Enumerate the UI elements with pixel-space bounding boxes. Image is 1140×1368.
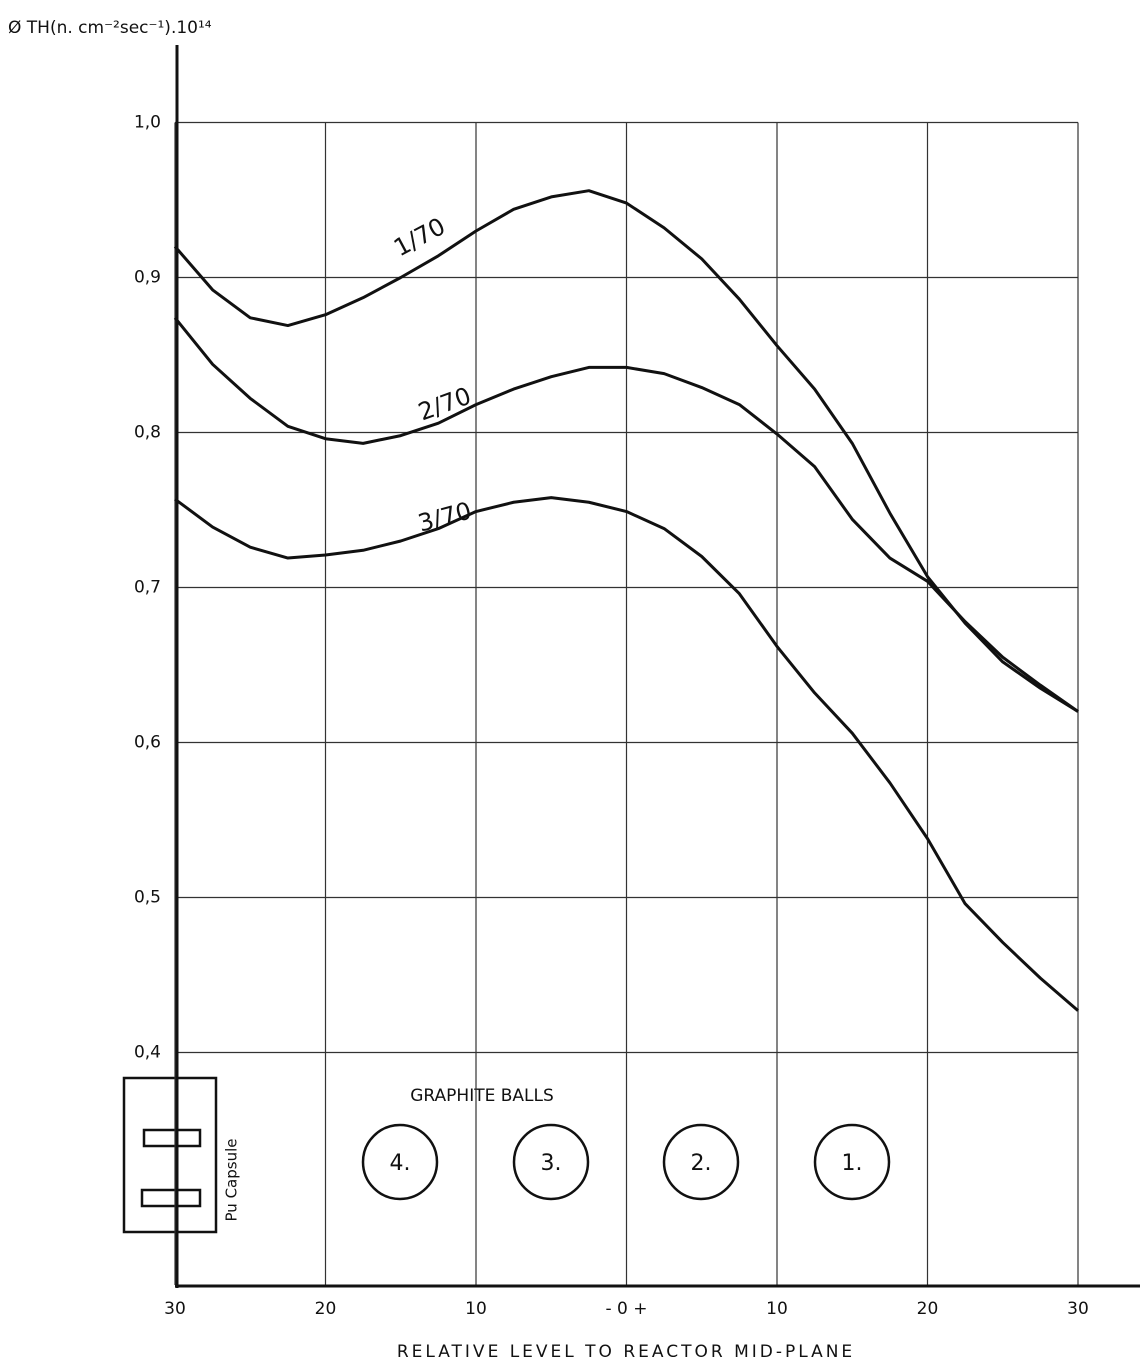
ball-label: 1. [842,1151,863,1176]
ball [512,1123,590,1201]
capsule-slot [140,1188,202,1208]
y-tick-label: 0,4 [134,1043,161,1063]
x-tick-label: 10 [766,1299,788,1319]
x-tick-label: 20 [917,1299,939,1319]
ball-label: 4. [390,1151,411,1176]
x-tick-label: 10 [465,1299,487,1319]
y-tick-label: 1,0 [134,113,161,133]
capsule-slot [142,1128,202,1148]
capsule-box [122,1076,218,1234]
ball-label: 2. [691,1151,712,1176]
y-tick-label: 0,9 [134,268,161,288]
y-axis-label: Ø TH(n. cm⁻²sec⁻¹).10¹⁴ [8,18,212,38]
ball [813,1123,891,1201]
x-tick-label: 30 [1067,1299,1089,1319]
y-tick-label: 0,7 [134,578,161,598]
x-axis-label: RELATIVE LEVEL TO REACTOR MID-PLANE [397,1342,855,1362]
x-tick-label: - 0 + [605,1299,647,1319]
series-line [173,189,1079,713]
graphite-label: GRAPHITE BALLS [410,1086,554,1106]
series-line [174,496,1079,1012]
ball-label: 3. [541,1151,562,1176]
y-tick-label: 0,5 [134,888,161,908]
ball [361,1123,439,1201]
series-line [173,316,1079,713]
x-tick-label: 30 [164,1299,186,1319]
ball [662,1123,740,1201]
y-tick-label: 0,6 [134,733,161,753]
y-tick-label: 0,8 [134,423,161,443]
series-label: 3/70 [415,497,474,538]
capsule-label: Pu Capsule [223,1139,241,1222]
x-tick-label: 20 [315,1299,337,1319]
